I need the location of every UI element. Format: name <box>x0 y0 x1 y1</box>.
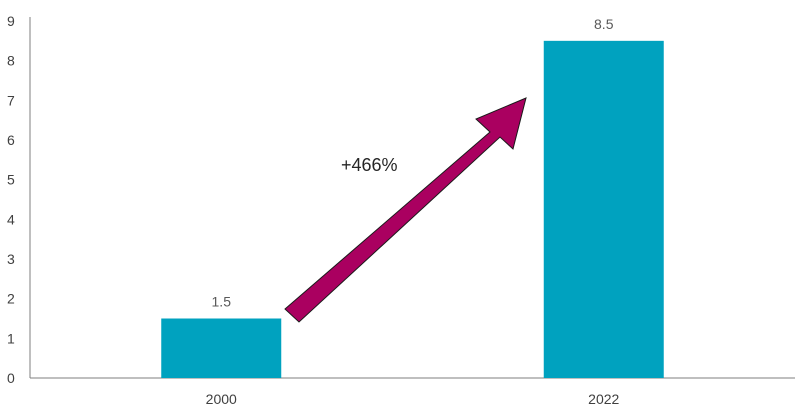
y-tick-label: 0 <box>7 370 15 386</box>
y-tick-label: 1 <box>7 330 15 346</box>
x-tick-label: 2022 <box>588 391 619 407</box>
y-tick-label: 4 <box>7 211 15 227</box>
y-tick-label: 3 <box>7 251 15 267</box>
y-tick-label: 8 <box>7 53 15 69</box>
data-label: 8.5 <box>594 16 614 32</box>
data-labels: 1.5 8.5 <box>212 16 614 310</box>
y-tick-label: 6 <box>7 132 15 148</box>
bars <box>161 40 664 378</box>
bar-2022 <box>543 40 664 378</box>
y-tick-label: 9 <box>7 13 15 29</box>
y-axis-ticks: 0 1 2 3 4 5 6 7 8 9 <box>7 13 15 386</box>
growth-arrow <box>284 97 527 323</box>
y-tick-label: 5 <box>7 172 15 188</box>
growth-annotation: +466% <box>341 155 398 175</box>
x-axis-ticks: 2000 2022 <box>206 391 620 407</box>
data-label: 1.5 <box>212 294 232 310</box>
bar-2000 <box>161 318 282 378</box>
x-tick-label: 2000 <box>206 391 237 407</box>
y-tick-label: 7 <box>7 92 15 108</box>
y-tick-label: 2 <box>7 291 15 307</box>
